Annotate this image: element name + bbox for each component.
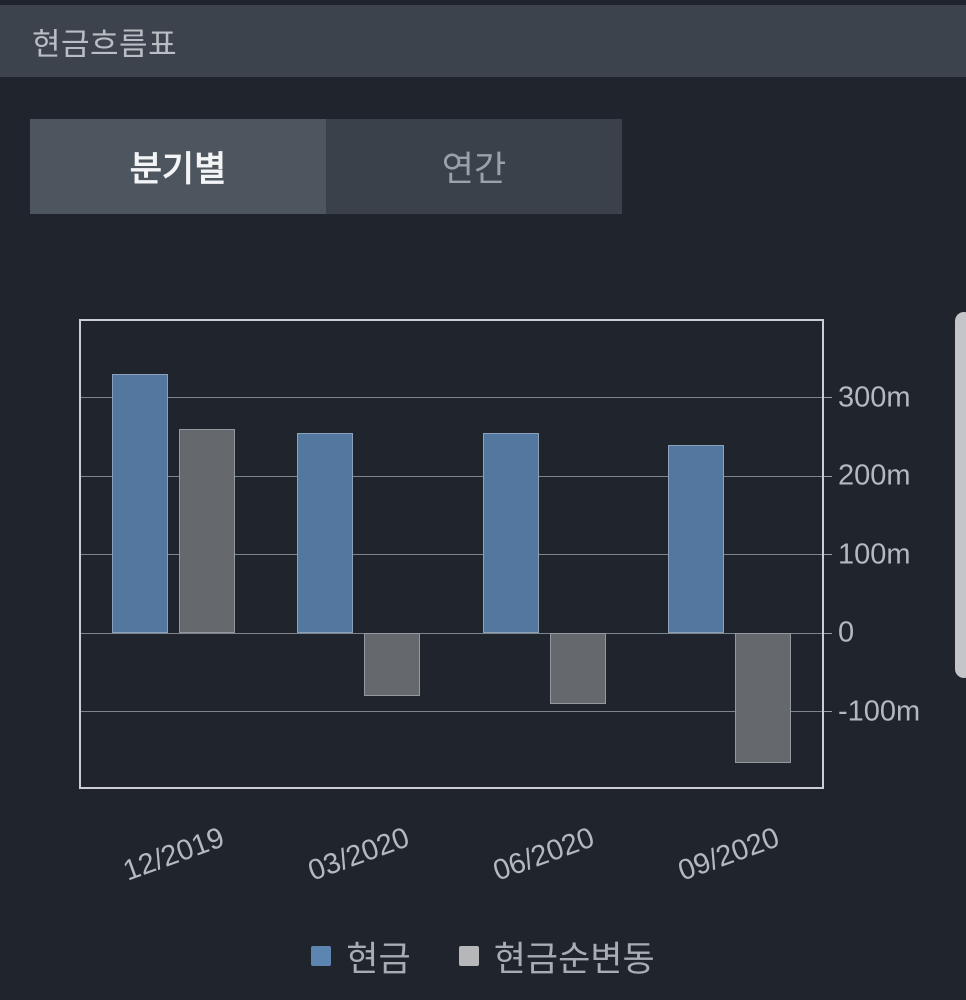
bar-cash[interactable] xyxy=(482,433,539,634)
bar-cash[interactable] xyxy=(297,433,354,634)
legend-swatch-net-change xyxy=(458,946,479,966)
gridline xyxy=(81,397,822,399)
y-axis-tick xyxy=(824,397,832,399)
bar-net-change[interactable] xyxy=(364,633,421,696)
x-axis-label: 09/2020 xyxy=(674,821,784,888)
y-axis-label: 0 xyxy=(838,616,855,649)
bar-net-change[interactable] xyxy=(734,633,791,763)
legend-item-cash[interactable]: 현금 xyxy=(311,931,411,982)
x-axis-label: 12/2019 xyxy=(118,821,229,888)
y-axis-label: -100m xyxy=(838,695,921,728)
legend-swatch-cash xyxy=(311,946,332,966)
y-axis-tick xyxy=(824,554,832,556)
x-axis-label: 03/2020 xyxy=(303,821,414,888)
gridline xyxy=(81,632,822,634)
page-title: 현금흐름표 xyxy=(32,26,178,62)
x-axis-label: 06/2020 xyxy=(489,821,599,888)
gridline xyxy=(81,554,822,556)
tab-annual[interactable]: 연간 xyxy=(326,119,622,214)
y-axis-tick xyxy=(824,711,832,713)
y-axis-label: 100m xyxy=(838,538,911,571)
page-header: 현금흐름표 xyxy=(0,5,966,77)
bar-cash[interactable] xyxy=(112,374,169,634)
y-axis-label: 200m xyxy=(838,459,911,492)
plot-area xyxy=(79,319,832,789)
scrollbar-thumb[interactable] xyxy=(955,312,966,678)
legend-item-net-change[interactable]: 현금순변동 xyxy=(458,931,655,982)
legend-label-net-change: 현금순변동 xyxy=(493,939,655,979)
gridline xyxy=(81,711,822,713)
bar-cash[interactable] xyxy=(667,444,724,634)
tab-quarterly[interactable]: 분기별 xyxy=(30,119,326,214)
bar-net-change[interactable] xyxy=(179,429,236,634)
legend-label-cash: 현금 xyxy=(346,939,411,979)
y-axis-tick xyxy=(824,475,832,477)
period-tabs: 분기별 연간 xyxy=(30,119,622,214)
gridline xyxy=(81,475,822,477)
y-axis-tick xyxy=(824,632,832,634)
chart-legend: 현금 현금순변동 xyxy=(0,928,966,984)
y-axis-label: 300m xyxy=(838,381,911,414)
bar-net-change[interactable] xyxy=(549,633,606,704)
